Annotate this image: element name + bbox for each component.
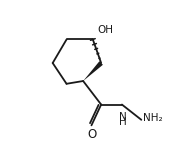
Polygon shape [83,61,103,81]
Text: NH₂: NH₂ [143,113,163,123]
Text: OH: OH [97,25,113,35]
Text: O: O [87,128,97,141]
Text: H: H [119,117,126,127]
Text: N: N [119,112,126,122]
